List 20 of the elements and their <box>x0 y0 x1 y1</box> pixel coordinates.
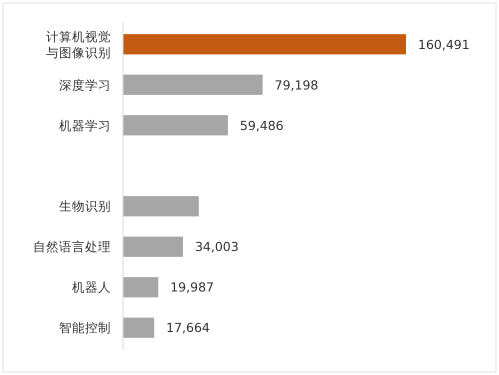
bar <box>123 236 183 257</box>
data-label: 19,987 <box>170 280 214 295</box>
bar <box>123 74 263 95</box>
data-label: 160,491 <box>418 36 470 52</box>
data-label: 17,664 <box>166 320 210 336</box>
y-tick-label: 深度学习 <box>59 77 111 92</box>
y-tick-label: 机器人 <box>72 280 111 295</box>
bar <box>123 34 406 54</box>
bar <box>123 115 228 136</box>
data-label: 79,198 <box>274 77 318 92</box>
y-tick-label: 自然语言处理 <box>33 239 111 254</box>
y-tick-label: 计算机视觉与图像识别 <box>46 28 111 60</box>
y-tick-label: 机器学习 <box>59 118 111 133</box>
bar <box>123 277 158 298</box>
data-label: 34,003 <box>194 239 239 254</box>
y-tick-label: 智能控制 <box>59 320 111 336</box>
bar <box>123 318 154 338</box>
data-label: 59,486 <box>240 118 284 133</box>
bar <box>123 196 199 216</box>
y-tick-label: 生物识别 <box>59 198 111 214</box>
